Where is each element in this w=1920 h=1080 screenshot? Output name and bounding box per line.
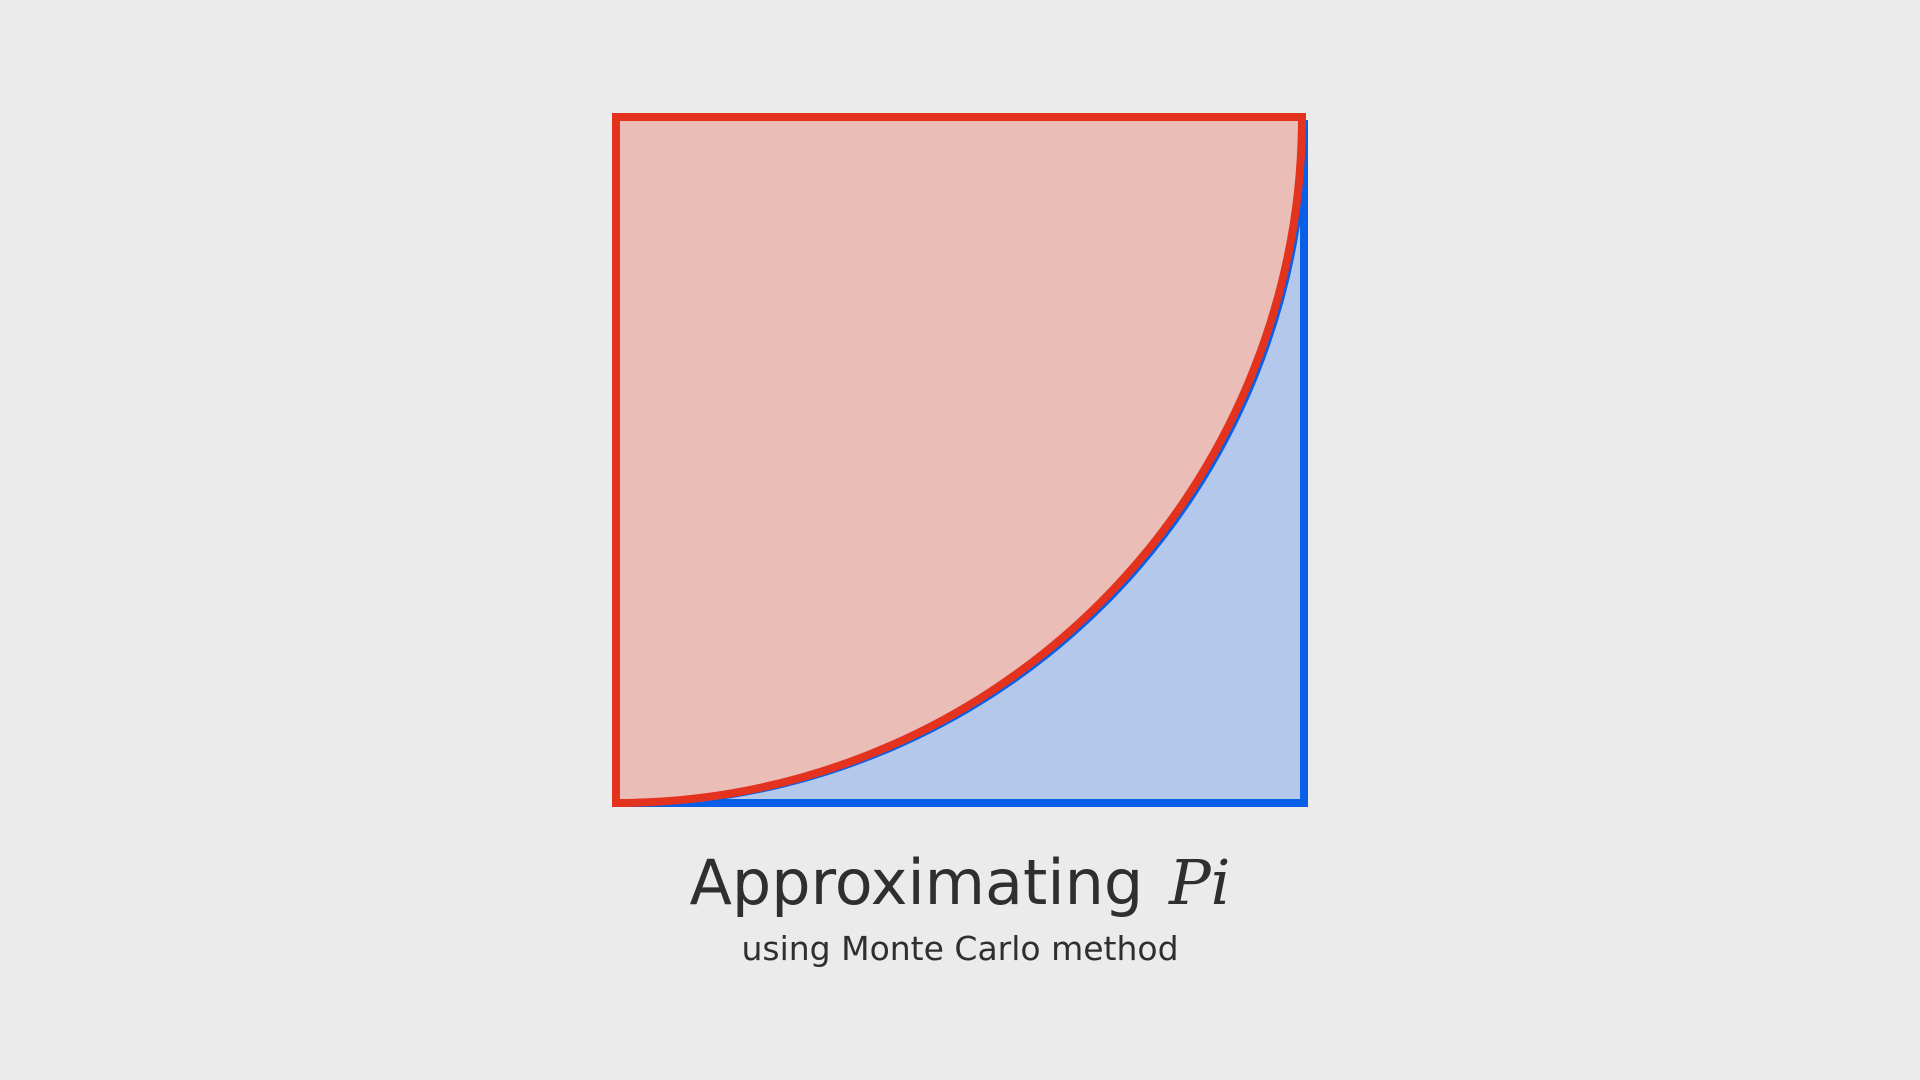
- outside-circle-region: [620, 120, 1304, 804]
- quarter-circle-arc: [612, 113, 1307, 808]
- quarter-circle-region: [616, 117, 1302, 803]
- title-text: Approximating: [689, 846, 1144, 919]
- page-subtitle: using Monte Carlo method: [741, 929, 1179, 968]
- pi-symbol: Pi: [1168, 846, 1231, 919]
- page-title: Approximating Pi: [0, 843, 1920, 923]
